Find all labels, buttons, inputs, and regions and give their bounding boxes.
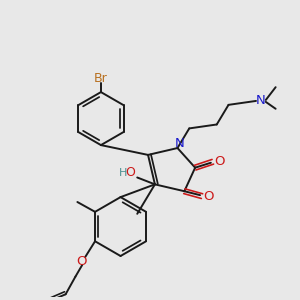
Text: O: O (125, 166, 135, 179)
Text: N: N (175, 136, 184, 150)
Text: O: O (76, 255, 87, 268)
Text: O: O (204, 190, 214, 202)
Text: N: N (256, 94, 266, 107)
Text: O: O (214, 155, 225, 168)
Text: H: H (119, 168, 128, 178)
Text: Br: Br (94, 72, 108, 85)
